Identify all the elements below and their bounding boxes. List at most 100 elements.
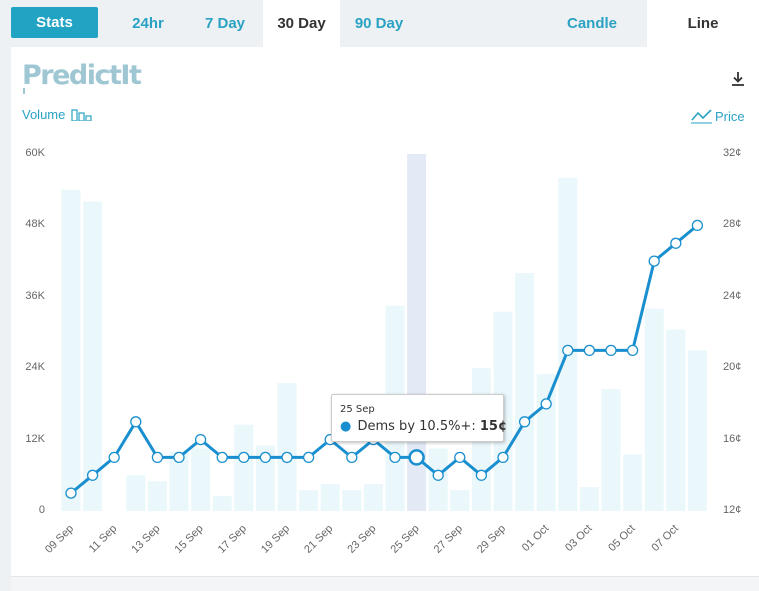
price-point[interactable] xyxy=(281,451,293,464)
volume-bar xyxy=(558,177,578,512)
price-point[interactable] xyxy=(216,451,228,464)
chart-tooltip: 25 Sep ● Dems by 10.5%+: 15¢ xyxy=(331,394,507,442)
range-tabs: Stats 24hr 7 Day 30 Day 90 Day Candle Li… xyxy=(0,0,759,47)
tooltip-date: 25 Sep xyxy=(340,404,375,415)
x-tick-label: 01 Oct xyxy=(520,523,551,554)
price-point[interactable] xyxy=(562,344,574,357)
price-point[interactable] xyxy=(238,451,250,464)
predictit-logo: PredictIt xyxy=(22,60,142,94)
x-tick-label: 15 Sep xyxy=(173,523,206,556)
x-tick-label: 07 Oct xyxy=(650,523,681,554)
volume-bar xyxy=(147,481,167,512)
logo-text: PredictIt xyxy=(22,60,142,91)
volume-bar xyxy=(623,454,643,511)
price-point[interactable] xyxy=(65,487,77,499)
price-point[interactable] xyxy=(173,451,185,464)
price-point[interactable] xyxy=(518,416,531,428)
left-axis-tick: 24K xyxy=(25,361,45,374)
tab-line[interactable]: Line xyxy=(647,0,759,47)
tooltip-line: ● Dems by 10.5%+: 15¢ xyxy=(340,419,507,434)
price-point[interactable] xyxy=(605,344,617,357)
right-axis-tick: 28¢ xyxy=(723,218,742,231)
legend-volume[interactable]: Volume xyxy=(22,107,93,122)
volume-bar xyxy=(666,329,686,511)
legend-price-label: Price xyxy=(715,109,745,124)
x-tick-label: 21 Sep xyxy=(302,523,335,556)
volume-bar xyxy=(299,490,319,511)
price-point[interactable] xyxy=(130,416,142,428)
right-axis-tick: 16¢ xyxy=(723,432,742,445)
price-point[interactable] xyxy=(626,344,639,357)
x-tick-label: 17 Sep xyxy=(216,523,249,556)
tab-stats[interactable]: Stats xyxy=(11,7,98,38)
volume-bar xyxy=(126,475,146,511)
volume-bar xyxy=(515,273,535,511)
tooltip-series: Dems by 10.5%+: xyxy=(357,419,476,434)
volume-bar xyxy=(234,424,254,511)
tab-candle[interactable]: Candle xyxy=(566,15,617,32)
volume-bar xyxy=(579,487,599,511)
volume-bar xyxy=(363,484,383,511)
volume-bar xyxy=(83,201,103,511)
price-point[interactable] xyxy=(475,469,488,481)
tab-90-day[interactable]: 90 Day xyxy=(354,15,404,32)
right-axis-tick: 12¢ xyxy=(723,504,742,516)
price-point[interactable] xyxy=(432,469,444,481)
price-point[interactable] xyxy=(86,469,99,481)
volume-bars xyxy=(61,154,707,512)
right-axis-tick: 32¢ xyxy=(723,147,742,159)
volume-bar xyxy=(601,389,621,511)
volume-bar xyxy=(687,350,707,511)
volume-bar xyxy=(277,383,297,511)
legend-volume-label: Volume xyxy=(22,107,66,122)
volume-bar xyxy=(61,189,81,511)
volume-bar xyxy=(320,484,340,511)
x-tick-label: 09 Sep xyxy=(43,523,76,556)
price-point[interactable] xyxy=(302,451,315,464)
price-point[interactable] xyxy=(454,451,466,464)
right-axis-tick: 20¢ xyxy=(723,361,742,374)
volume-bar xyxy=(342,490,362,511)
tooltip-value: 15¢ xyxy=(479,419,507,434)
volume-bar xyxy=(450,490,470,511)
bottom-bar xyxy=(11,576,759,591)
tab-7-day[interactable]: 7 Day xyxy=(204,15,246,32)
volume-bar xyxy=(212,496,232,511)
legend-price[interactable]: Price xyxy=(690,107,745,125)
x-tick-label: 11 Sep xyxy=(87,523,120,556)
price-point-highlighted[interactable] xyxy=(408,449,425,466)
price-point[interactable] xyxy=(648,255,660,267)
price-point[interactable] xyxy=(108,451,120,464)
price-point[interactable] xyxy=(259,451,272,464)
volume-bar xyxy=(255,445,275,511)
left-axis-tick: 60K xyxy=(25,147,45,159)
price-point[interactable] xyxy=(346,451,358,464)
download-icon[interactable] xyxy=(730,70,746,88)
x-tick-label: 13 Sep xyxy=(129,523,162,556)
price-point[interactable] xyxy=(389,451,401,464)
price-point[interactable] xyxy=(691,219,704,232)
volume-bar xyxy=(191,448,211,511)
price-point[interactable] xyxy=(497,451,509,464)
line-chart-icon xyxy=(691,109,712,124)
x-tick-label: 27 Sep xyxy=(432,523,465,556)
tab-30-day[interactable]: 30 Day xyxy=(263,0,340,47)
x-axis-labels: 09 Sep 11 Sep 13 Sep 15 Sep 17 Sep 19 Sep 21 S… xyxy=(43,523,681,556)
x-tick-label: 05 Oct xyxy=(606,523,637,554)
volume-bar xyxy=(169,451,189,511)
price-point[interactable] xyxy=(151,451,164,464)
left-axis-tick: 12K xyxy=(25,432,45,445)
price-points xyxy=(65,219,704,499)
price-point[interactable] xyxy=(670,237,682,249)
price-point[interactable] xyxy=(540,398,552,410)
left-axis-tick: 0 xyxy=(38,504,45,516)
tab-24hr[interactable]: 24hr xyxy=(132,15,164,32)
volume-bar xyxy=(644,308,664,511)
price-point[interactable] xyxy=(583,344,596,357)
left-axis-tick: 36K xyxy=(25,289,45,302)
x-tick-label: 29 Sep xyxy=(475,523,508,556)
x-tick-label: 23 Sep xyxy=(345,523,378,556)
price-point[interactable] xyxy=(194,433,207,446)
volume-bar xyxy=(536,374,556,511)
